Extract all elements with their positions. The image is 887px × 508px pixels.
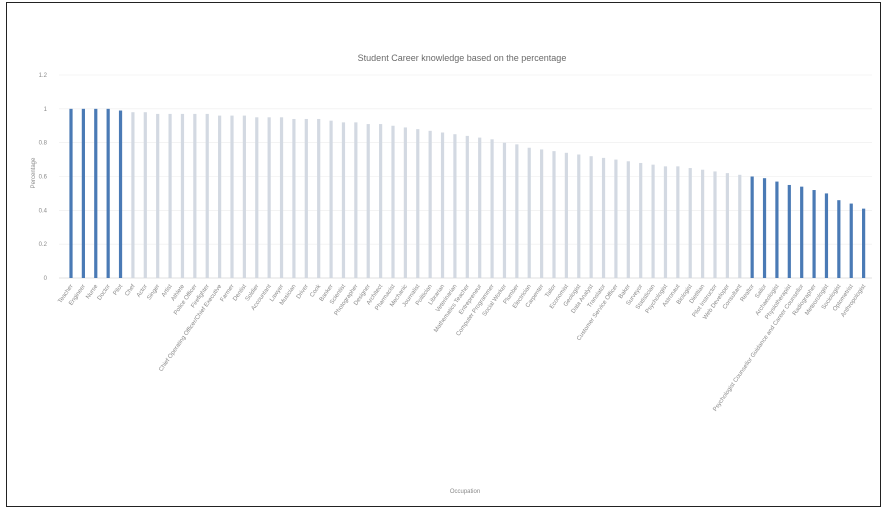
chart-frame: 0 0.2 0.4 0.6 0.8 1 1.2 Teacher Engineer Nurse Do… bbox=[6, 2, 881, 507]
bar bbox=[787, 184, 791, 278]
bar bbox=[626, 161, 630, 278]
bar bbox=[614, 159, 618, 278]
bar bbox=[329, 120, 333, 278]
bar-chart: 0 0.2 0.4 0.6 0.8 1 1.2 TeacherEngineerNurseDo… bbox=[31, 53, 872, 495]
bar bbox=[651, 164, 655, 278]
bar bbox=[738, 174, 742, 278]
bar bbox=[849, 203, 853, 278]
bar bbox=[552, 151, 556, 278]
bar bbox=[106, 108, 110, 278]
bar bbox=[354, 122, 358, 278]
bar bbox=[366, 124, 370, 278]
bar bbox=[94, 108, 98, 278]
bar bbox=[577, 154, 581, 278]
bar bbox=[267, 117, 271, 279]
y-tick-label: 0.8 bbox=[39, 141, 48, 147]
x-tick-label: Pilot bbox=[113, 283, 125, 296]
bar bbox=[180, 113, 185, 279]
y-tick-label: 1 bbox=[44, 107, 48, 113]
bar bbox=[688, 168, 692, 278]
y-tick-label: 0.6 bbox=[39, 175, 48, 181]
bar bbox=[676, 166, 680, 278]
x-tick-label: Singer bbox=[146, 284, 161, 302]
bar bbox=[341, 122, 346, 278]
bar bbox=[663, 166, 668, 278]
bar bbox=[701, 169, 705, 278]
y-tick-label: 0.4 bbox=[39, 208, 48, 214]
bar bbox=[440, 132, 445, 278]
bar bbox=[453, 134, 457, 278]
bar bbox=[527, 147, 531, 278]
y-axis-label: Percentage bbox=[31, 157, 37, 188]
bar bbox=[800, 186, 804, 278]
bar bbox=[242, 115, 246, 278]
bar bbox=[168, 113, 172, 279]
bar bbox=[824, 193, 829, 278]
bar bbox=[131, 112, 135, 278]
bar bbox=[502, 142, 507, 278]
bar bbox=[465, 135, 469, 278]
bar bbox=[156, 113, 160, 279]
bar bbox=[837, 200, 841, 278]
x-tick-label: Doctor bbox=[97, 284, 112, 302]
bar bbox=[428, 130, 432, 278]
bar bbox=[255, 117, 259, 279]
bar bbox=[143, 112, 147, 278]
bar bbox=[713, 171, 717, 278]
y-tick-label: 0 bbox=[44, 276, 48, 282]
bar bbox=[639, 162, 643, 278]
bar bbox=[601, 157, 606, 278]
y-axis-ticks: 0 0.2 0.4 0.6 0.8 1 1.2 bbox=[39, 73, 48, 282]
bar bbox=[775, 181, 779, 278]
bar bbox=[81, 108, 85, 278]
bar bbox=[589, 156, 593, 278]
x-tick-label: Driver bbox=[296, 284, 310, 301]
bar bbox=[391, 125, 395, 278]
chart-title: Student Career knowledge based on the pe… bbox=[358, 53, 567, 63]
bar bbox=[564, 152, 568, 278]
bar bbox=[725, 173, 729, 278]
bars bbox=[69, 108, 866, 279]
bar bbox=[515, 144, 519, 278]
bar bbox=[218, 115, 222, 278]
bar bbox=[416, 129, 420, 278]
y-tick-label: 1.2 bbox=[39, 73, 48, 79]
bar bbox=[540, 149, 544, 278]
bar bbox=[118, 110, 123, 279]
bar bbox=[230, 115, 234, 278]
bar bbox=[862, 208, 866, 278]
bar bbox=[403, 127, 407, 278]
bar bbox=[279, 117, 284, 279]
y-tick-label: 0.2 bbox=[39, 242, 48, 248]
x-axis-label: Occupation bbox=[450, 489, 480, 495]
bar bbox=[478, 137, 482, 278]
bar bbox=[205, 113, 209, 279]
bar bbox=[317, 118, 321, 278]
bar bbox=[379, 124, 383, 278]
bar bbox=[304, 118, 308, 278]
bar bbox=[762, 178, 767, 278]
bar bbox=[292, 118, 296, 278]
bar bbox=[490, 139, 494, 278]
bar bbox=[750, 176, 754, 278]
bar bbox=[193, 113, 197, 279]
bar bbox=[69, 108, 73, 278]
bar bbox=[812, 190, 816, 278]
